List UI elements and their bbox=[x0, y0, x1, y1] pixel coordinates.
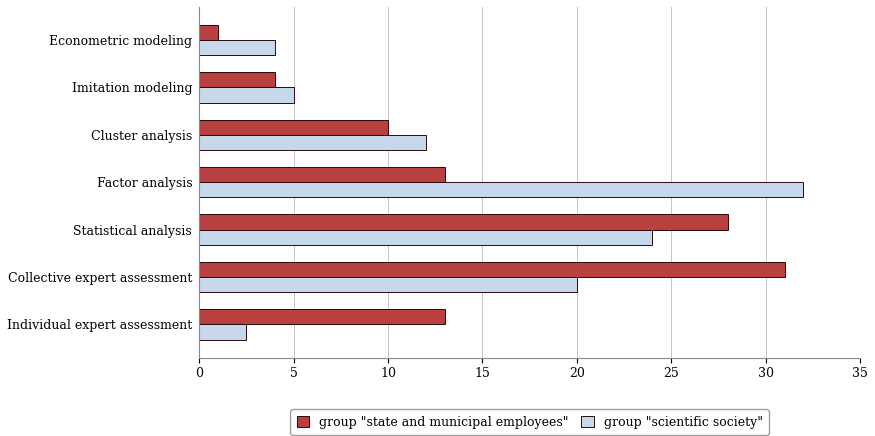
Bar bbox=[200, 324, 247, 340]
Bar bbox=[200, 215, 728, 230]
Bar bbox=[200, 40, 275, 55]
Bar bbox=[200, 120, 388, 135]
Bar bbox=[200, 262, 785, 277]
Legend: group "state and municipal employees", group "scientific society": group "state and municipal employees", g… bbox=[290, 409, 769, 435]
Bar bbox=[200, 135, 426, 150]
Bar bbox=[200, 72, 275, 88]
Bar bbox=[200, 182, 803, 198]
Bar bbox=[200, 309, 444, 324]
Bar bbox=[200, 25, 218, 40]
Bar bbox=[200, 88, 294, 102]
Bar bbox=[200, 167, 444, 182]
Bar bbox=[200, 230, 653, 245]
Bar bbox=[200, 277, 577, 292]
